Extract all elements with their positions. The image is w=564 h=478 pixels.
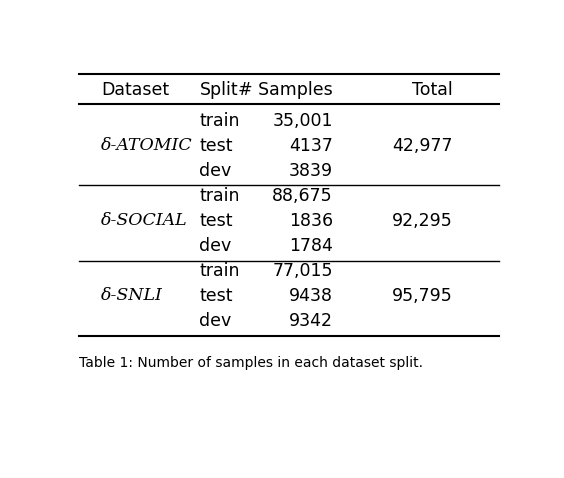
Text: 42,977: 42,977	[393, 137, 453, 155]
Text: dev: dev	[200, 237, 232, 255]
Text: 4137: 4137	[289, 137, 333, 155]
Text: test: test	[200, 212, 233, 230]
Text: 77,015: 77,015	[272, 262, 333, 280]
Text: 35,001: 35,001	[272, 112, 333, 130]
Text: train: train	[200, 187, 240, 205]
Text: test: test	[200, 137, 233, 155]
Text: 88,675: 88,675	[272, 187, 333, 205]
Text: Dataset: Dataset	[101, 81, 169, 99]
Text: 9342: 9342	[289, 312, 333, 330]
Text: δ-ATOMIC: δ-ATOMIC	[101, 137, 193, 154]
Text: 9438: 9438	[289, 287, 333, 305]
Text: 1836: 1836	[289, 212, 333, 230]
Text: δ-SNLI: δ-SNLI	[101, 287, 163, 304]
Text: 95,795: 95,795	[392, 287, 453, 305]
Text: 92,295: 92,295	[392, 212, 453, 230]
Text: δ-SOCIAL: δ-SOCIAL	[101, 212, 188, 229]
Text: train: train	[200, 112, 240, 130]
Text: 3839: 3839	[289, 162, 333, 180]
Text: dev: dev	[200, 162, 232, 180]
Text: Split: Split	[200, 81, 238, 99]
Text: Total: Total	[412, 81, 453, 99]
Text: dev: dev	[200, 312, 232, 330]
Text: Table 1: Number of samples in each dataset split.: Table 1: Number of samples in each datas…	[79, 356, 423, 370]
Text: # Samples: # Samples	[238, 81, 333, 99]
Text: train: train	[200, 262, 240, 280]
Text: 1784: 1784	[289, 237, 333, 255]
Text: test: test	[200, 287, 233, 305]
